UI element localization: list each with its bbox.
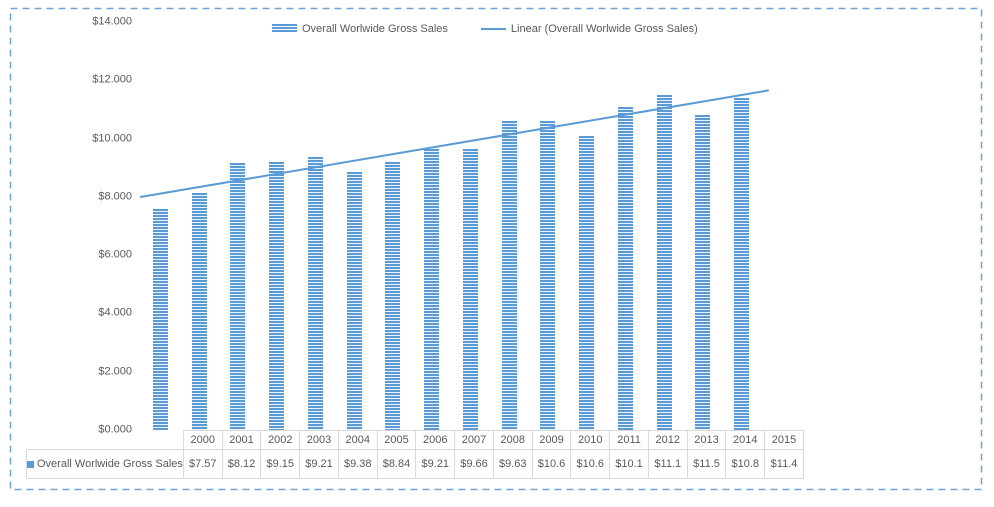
year-header-2005: 2005 bbox=[376, 430, 417, 450]
value-cell-2000: $7.57 bbox=[182, 449, 223, 479]
year-header-2009: 2009 bbox=[531, 430, 572, 450]
y-axis-label: $12.000 bbox=[92, 73, 132, 86]
trendline-swatch-icon bbox=[480, 27, 506, 30]
table-row-header: Overall Worlwide Gross Sales bbox=[26, 449, 184, 479]
legend: Overall Worlwide Gross Sales Linear (Ove… bbox=[272, 22, 698, 35]
value-cell-2001: $8.12 bbox=[221, 449, 262, 479]
value-cell-2007: $9.66 bbox=[454, 449, 494, 479]
year-header-2002: 2002 bbox=[260, 430, 301, 450]
legend-series-label: Overall Worlwide Gross Sales bbox=[302, 22, 448, 35]
y-axis-label: $6.000 bbox=[98, 248, 132, 261]
bar-2009[interactable] bbox=[501, 121, 517, 430]
y-axis-label: $4.000 bbox=[98, 306, 132, 319]
bar-2000[interactable] bbox=[152, 209, 168, 430]
bar-2014[interactable] bbox=[695, 115, 711, 430]
legend-item-trendline[interactable]: Linear (Overall Worlwide Gross Sales) bbox=[480, 22, 698, 35]
table-corner-empty bbox=[27, 431, 184, 450]
value-cell-2003: $9.21 bbox=[299, 449, 339, 479]
y-axis-label: $10.000 bbox=[92, 132, 132, 145]
value-cell-2010: $10.6 bbox=[570, 449, 611, 479]
bar-2013[interactable] bbox=[656, 94, 672, 430]
y-axis-label: $8.000 bbox=[98, 190, 132, 203]
value-cell-2005: $8.84 bbox=[376, 449, 417, 479]
bar-2007[interactable] bbox=[424, 148, 440, 430]
value-cell-2006: $9.21 bbox=[415, 449, 456, 479]
bar-2008[interactable] bbox=[462, 149, 478, 430]
value-cell-2004: $9.38 bbox=[337, 449, 378, 479]
bar-2001[interactable] bbox=[191, 193, 207, 430]
bar-2011[interactable] bbox=[579, 135, 595, 430]
year-header-2003: 2003 bbox=[299, 430, 339, 450]
bar-series-swatch-icon bbox=[272, 24, 297, 33]
year-header-2001: 2001 bbox=[221, 430, 262, 450]
year-header-2007: 2007 bbox=[454, 430, 494, 450]
bar-2012[interactable] bbox=[617, 106, 633, 430]
value-cell-2008: $9.63 bbox=[492, 449, 533, 479]
bar-2015[interactable] bbox=[734, 97, 750, 430]
value-cell-2011: $10.1 bbox=[609, 449, 649, 479]
y-axis-label: $14.000 bbox=[92, 15, 132, 28]
trendline[interactable] bbox=[140, 22, 769, 430]
value-cell-2015: $11.4 bbox=[764, 449, 804, 479]
value-cell-2009: $10.6 bbox=[531, 449, 572, 479]
bar-2005[interactable] bbox=[346, 172, 362, 430]
bar-2006[interactable] bbox=[385, 161, 401, 430]
year-header-2000: 2000 bbox=[182, 430, 223, 450]
plot-area bbox=[140, 22, 769, 430]
year-header-2012: 2012 bbox=[647, 430, 688, 450]
year-header-2006: 2006 bbox=[415, 430, 456, 450]
bar-2003[interactable] bbox=[269, 161, 285, 430]
year-header-2015: 2015 bbox=[764, 430, 804, 450]
legend-item-series[interactable]: Overall Worlwide Gross Sales bbox=[272, 23, 448, 35]
year-header-2010: 2010 bbox=[570, 430, 611, 450]
year-header-2013: 2013 bbox=[686, 430, 727, 450]
value-cell-2013: $11.5 bbox=[686, 449, 727, 479]
year-header-2011: 2011 bbox=[609, 430, 649, 450]
y-axis-label: $0.000 bbox=[98, 423, 132, 436]
year-header-2008: 2008 bbox=[492, 430, 533, 450]
year-header-2014: 2014 bbox=[725, 430, 766, 450]
bar-2002[interactable] bbox=[230, 163, 246, 430]
series-key-icon bbox=[27, 461, 34, 468]
bar-2010[interactable] bbox=[540, 121, 556, 430]
legend-trendline-label: Linear (Overall Worlwide Gross Sales) bbox=[510, 22, 698, 35]
y-axis-label: $2.000 bbox=[98, 365, 132, 378]
value-cell-2014: $10.8 bbox=[725, 449, 766, 479]
year-header-2004: 2004 bbox=[337, 430, 378, 450]
value-cell-2002: $9.15 bbox=[260, 449, 301, 479]
data-table: 2000 2001 2002 2003 2004 2005 2006 2007 2008 2009… bbox=[26, 430, 804, 479]
value-cell-2012: $11.1 bbox=[647, 449, 688, 479]
bar-2004[interactable] bbox=[307, 156, 323, 430]
